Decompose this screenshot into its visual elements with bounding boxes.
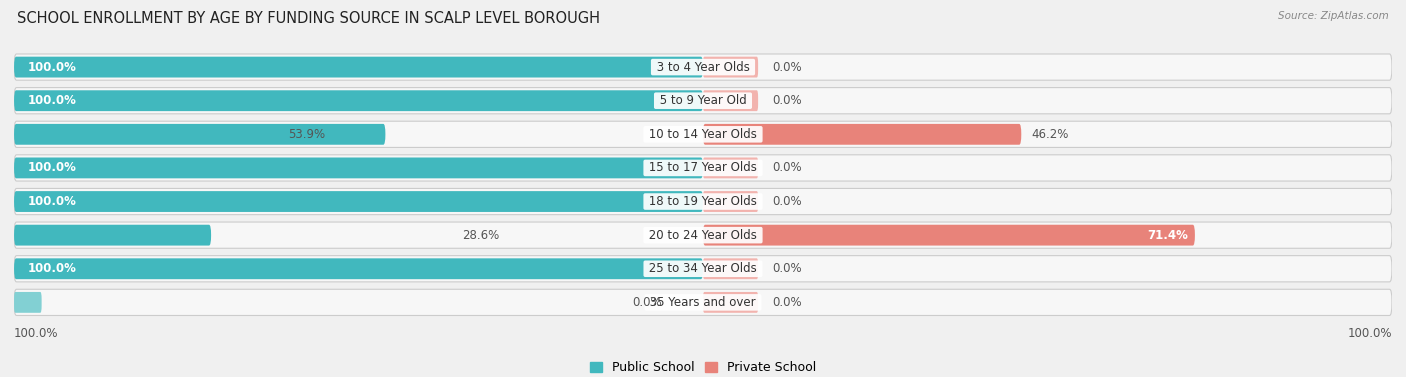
FancyBboxPatch shape xyxy=(14,188,1392,215)
Text: 100.0%: 100.0% xyxy=(28,61,77,74)
Text: SCHOOL ENROLLMENT BY AGE BY FUNDING SOURCE IN SCALP LEVEL BOROUGH: SCHOOL ENROLLMENT BY AGE BY FUNDING SOUR… xyxy=(17,11,600,26)
Text: 100.0%: 100.0% xyxy=(28,262,77,275)
FancyBboxPatch shape xyxy=(14,87,1392,114)
Text: 71.4%: 71.4% xyxy=(1147,228,1188,242)
FancyBboxPatch shape xyxy=(703,90,758,111)
FancyBboxPatch shape xyxy=(14,292,42,313)
FancyBboxPatch shape xyxy=(14,90,703,111)
FancyBboxPatch shape xyxy=(703,191,758,212)
Text: 0.0%: 0.0% xyxy=(772,195,801,208)
Text: 3 to 4 Year Olds: 3 to 4 Year Olds xyxy=(652,61,754,74)
Text: 0.0%: 0.0% xyxy=(772,296,801,309)
Legend: Public School, Private School: Public School, Private School xyxy=(585,356,821,377)
FancyBboxPatch shape xyxy=(703,225,1195,245)
Text: 100.0%: 100.0% xyxy=(14,326,59,340)
Text: 28.6%: 28.6% xyxy=(461,228,499,242)
Text: 53.9%: 53.9% xyxy=(288,128,325,141)
FancyBboxPatch shape xyxy=(14,289,1392,316)
FancyBboxPatch shape xyxy=(14,54,1392,80)
Text: 20 to 24 Year Olds: 20 to 24 Year Olds xyxy=(645,228,761,242)
Text: 100.0%: 100.0% xyxy=(28,94,77,107)
FancyBboxPatch shape xyxy=(703,292,758,313)
FancyBboxPatch shape xyxy=(14,191,703,212)
FancyBboxPatch shape xyxy=(703,124,1021,145)
Text: 15 to 17 Year Olds: 15 to 17 Year Olds xyxy=(645,161,761,175)
Text: 10 to 14 Year Olds: 10 to 14 Year Olds xyxy=(645,128,761,141)
FancyBboxPatch shape xyxy=(14,258,703,279)
Text: 0.0%: 0.0% xyxy=(772,262,801,275)
Text: 100.0%: 100.0% xyxy=(28,195,77,208)
FancyBboxPatch shape xyxy=(703,258,758,279)
FancyBboxPatch shape xyxy=(14,158,703,178)
FancyBboxPatch shape xyxy=(703,57,758,78)
FancyBboxPatch shape xyxy=(14,57,703,78)
Text: 18 to 19 Year Olds: 18 to 19 Year Olds xyxy=(645,195,761,208)
Text: 0.0%: 0.0% xyxy=(633,296,662,309)
Text: 46.2%: 46.2% xyxy=(1032,128,1069,141)
Text: 100.0%: 100.0% xyxy=(28,161,77,175)
FancyBboxPatch shape xyxy=(14,225,211,245)
Text: 35 Years and over: 35 Years and over xyxy=(647,296,759,309)
Text: 0.0%: 0.0% xyxy=(772,94,801,107)
Text: Source: ZipAtlas.com: Source: ZipAtlas.com xyxy=(1278,11,1389,21)
Text: 100.0%: 100.0% xyxy=(1347,326,1392,340)
FancyBboxPatch shape xyxy=(703,158,758,178)
FancyBboxPatch shape xyxy=(14,155,1392,181)
FancyBboxPatch shape xyxy=(14,256,1392,282)
Text: 5 to 9 Year Old: 5 to 9 Year Old xyxy=(655,94,751,107)
Text: 25 to 34 Year Olds: 25 to 34 Year Olds xyxy=(645,262,761,275)
FancyBboxPatch shape xyxy=(14,124,385,145)
Text: 0.0%: 0.0% xyxy=(772,61,801,74)
FancyBboxPatch shape xyxy=(14,121,1392,147)
FancyBboxPatch shape xyxy=(14,222,1392,248)
Text: 0.0%: 0.0% xyxy=(772,161,801,175)
